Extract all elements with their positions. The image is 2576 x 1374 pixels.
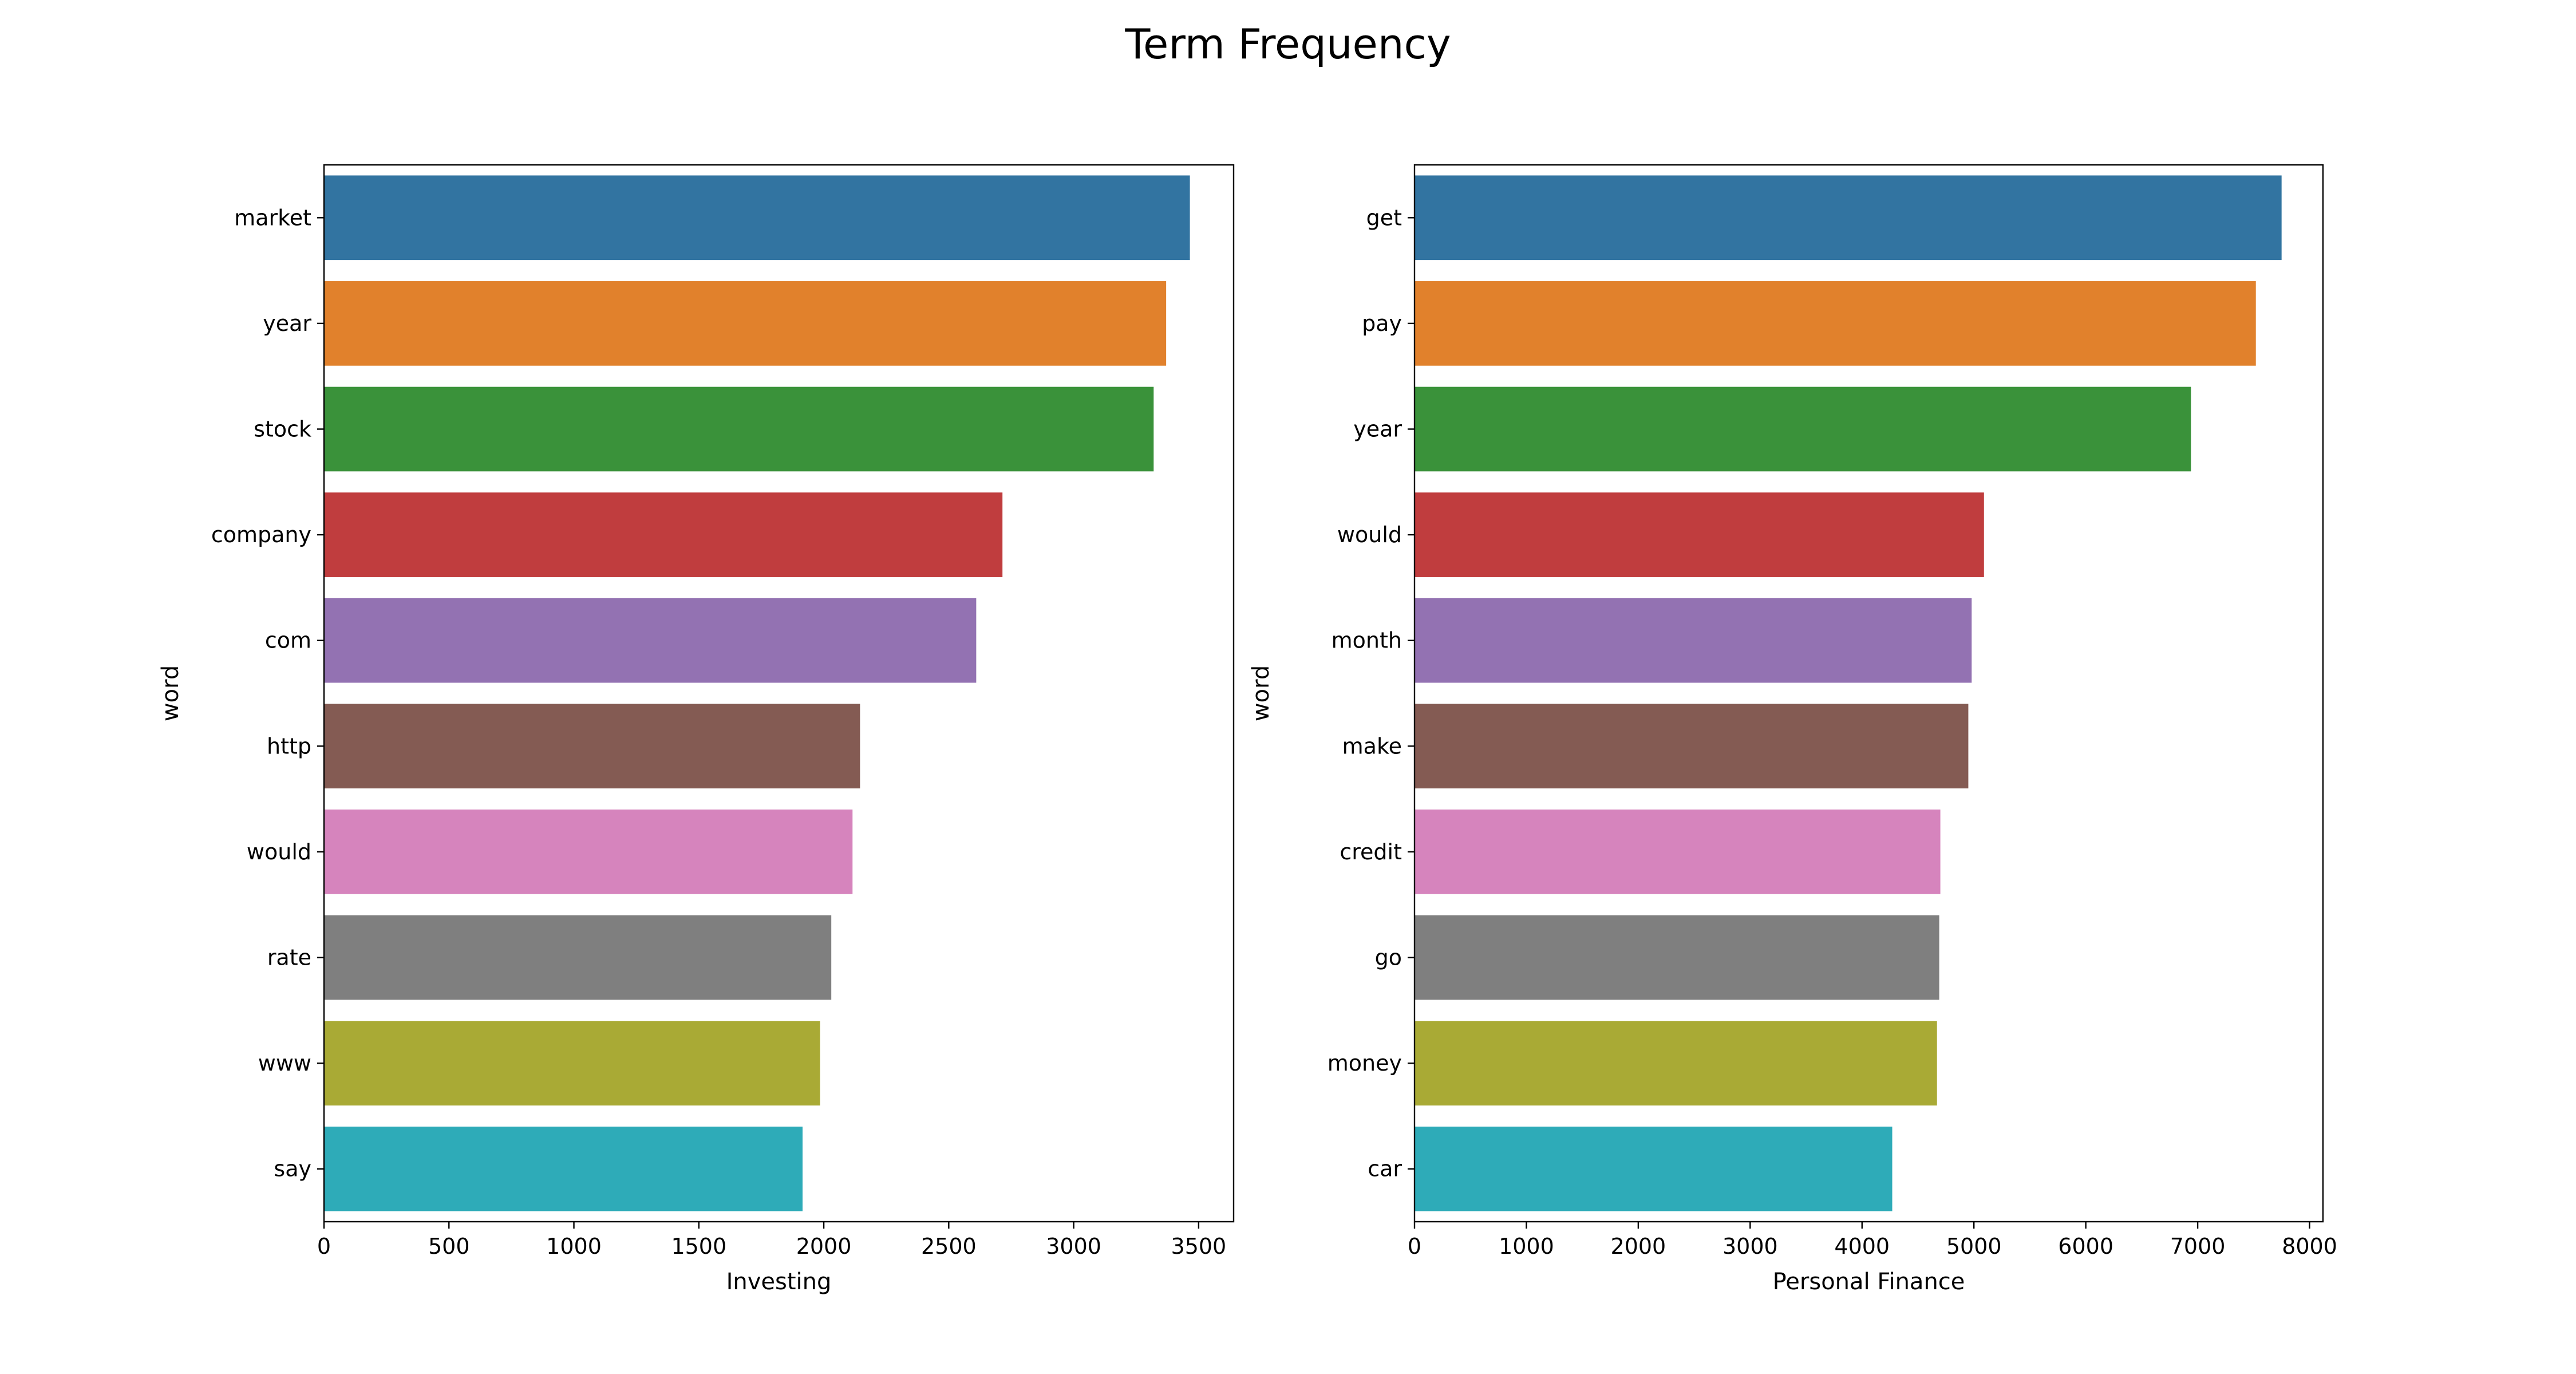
personal-finance-x-axis-label: Personal Finance	[1773, 1269, 1965, 1295]
personal-finance-ytick-label: pay	[1362, 311, 1402, 336]
investing-xtick-label: 2000	[796, 1234, 852, 1259]
personal-finance-ytick-label: year	[1353, 417, 1402, 442]
personal-finance-bar-pay	[1415, 281, 2256, 366]
personal-finance-axes-frame	[1413, 164, 2324, 1223]
investing-x-axis-label: Investing	[726, 1269, 832, 1295]
personal-finance-bar-year	[1415, 386, 2191, 472]
investing-chart-panel: market year stock company com http would rate ww…	[157, 164, 1235, 1295]
investing-ytick-label: would	[247, 839, 311, 864]
personal-finance-bar-get	[1415, 175, 2282, 260]
investing-ytick-label: market	[234, 205, 311, 230]
investing-ytick-label: say	[274, 1156, 311, 1182]
personal-finance-xtick-label: 7000	[2170, 1234, 2226, 1259]
investing-ytick-label: http	[267, 733, 311, 759]
personal-finance-bar-make	[1415, 704, 1969, 789]
investing-y-axis-label: word	[157, 665, 184, 721]
personal-finance-xtick-label: 6000	[2058, 1234, 2113, 1259]
personal-finance-bar-would	[1415, 492, 1984, 577]
investing-xtick-label: 3000	[1046, 1234, 1101, 1259]
personal-finance-ytick-label: get	[1366, 205, 1402, 230]
personal-finance-ytick-label: car	[1368, 1156, 1402, 1182]
investing-bar-say	[324, 1126, 803, 1211]
personal-finance-y-axis-label: word	[1248, 665, 1274, 721]
personal-finance-ytick-label: month	[1332, 628, 1402, 653]
investing-xtick-label: 0	[317, 1234, 331, 1259]
personal-finance-xtick-label: 3000	[1722, 1234, 1778, 1259]
personal-finance-xtick-label: 5000	[1946, 1234, 2002, 1259]
investing-bar-company	[324, 492, 1003, 577]
personal-finance-xtick-label: 0	[1408, 1234, 1421, 1259]
personal-finance-ytick-label: would	[1337, 522, 1402, 547]
personal-finance-bar-money	[1415, 1021, 1937, 1105]
personal-finance-xtick-label: 2000	[1611, 1234, 1666, 1259]
personal-finance-chart-panel: get pay year would month make credit go money car…	[1248, 164, 2337, 1295]
investing-axes-frame	[323, 164, 1235, 1223]
investing-ytick-label: com	[265, 628, 311, 653]
investing-bar-com	[324, 598, 977, 683]
investing-ytick-label: company	[211, 522, 311, 547]
investing-xtick-label: 3500	[1171, 1234, 1227, 1259]
personal-finance-bar-month	[1415, 598, 1972, 683]
investing-bar-http	[324, 704, 860, 789]
investing-xtick-label: 1000	[546, 1234, 602, 1259]
personal-finance-xtick-label: 4000	[1834, 1234, 1890, 1259]
investing-xtick-label: 1500	[671, 1234, 726, 1259]
investing-bar-rate	[324, 915, 832, 1000]
investing-xtick-label: 500	[428, 1234, 470, 1259]
investing-bar-market	[324, 175, 1190, 260]
figure-title: Term Frequency	[1124, 20, 1451, 68]
investing-ytick-label: www	[258, 1051, 311, 1076]
investing-xtick-label: 2500	[921, 1234, 977, 1259]
investing-ytick-label: year	[263, 311, 311, 336]
personal-finance-bar-credit	[1415, 810, 1941, 894]
investing-bar-would	[324, 810, 853, 894]
investing-bar-www	[324, 1021, 820, 1105]
personal-finance-ytick-label: make	[1342, 733, 1402, 759]
personal-finance-bar-go	[1415, 915, 1939, 1000]
personal-finance-ytick-label: credit	[1340, 839, 1402, 864]
investing-ytick-label: rate	[267, 945, 311, 970]
personal-finance-ytick-label: go	[1375, 945, 1402, 970]
investing-ytick-label: stock	[254, 417, 311, 442]
personal-finance-xtick-label: 1000	[1499, 1234, 1554, 1259]
investing-bar-year	[324, 281, 1167, 366]
personal-finance-xtick-label: 8000	[2282, 1234, 2337, 1259]
investing-bar-stock	[324, 386, 1154, 472]
personal-finance-bar-car	[1415, 1126, 1893, 1211]
personal-finance-ytick-label: money	[1327, 1051, 1402, 1076]
